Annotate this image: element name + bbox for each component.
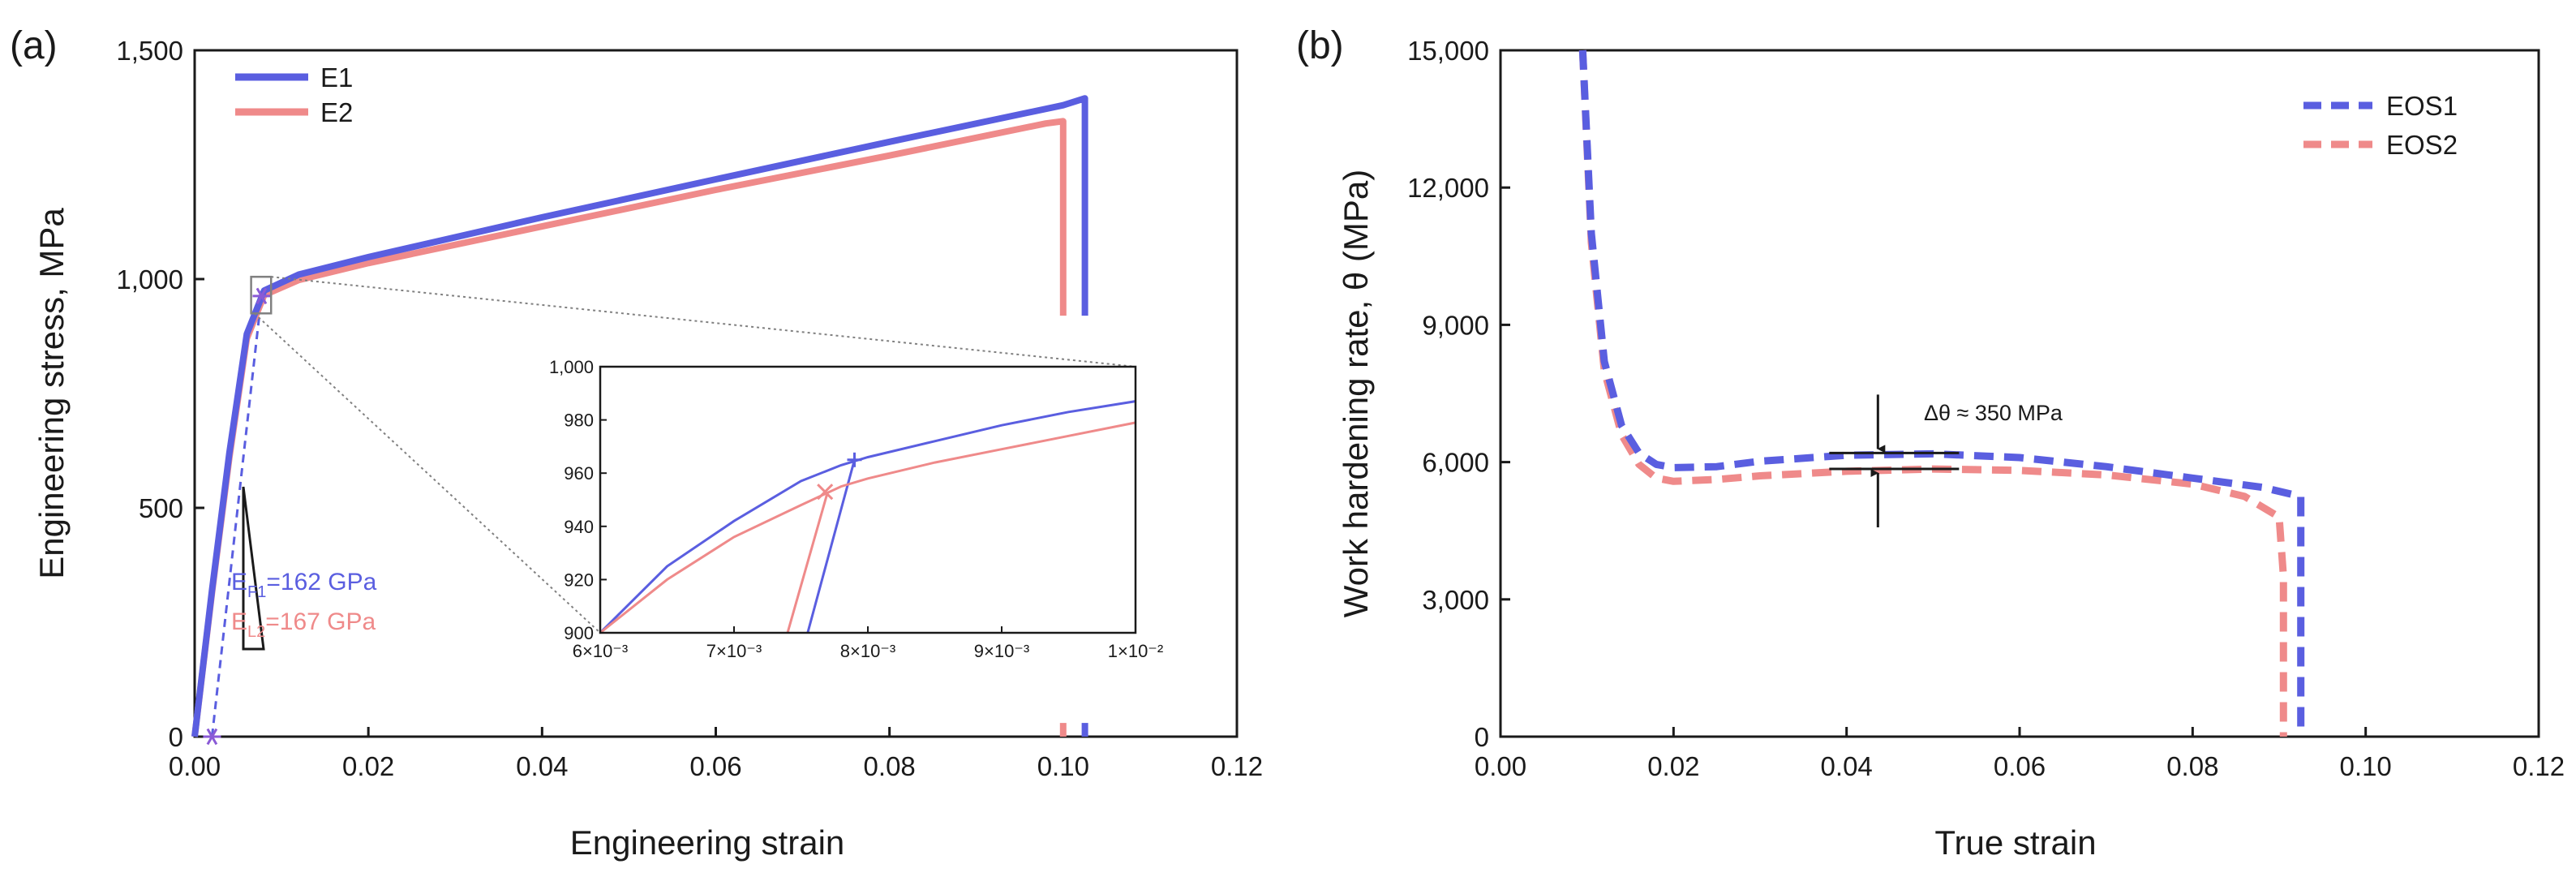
- panel-a-chart: (a) 0.00 0.02 0.04 0.06 0.08 0.10 0.12 0 500 1,0…: [10, 24, 1263, 862]
- panel-b-x-tick-label: 0.10: [2340, 751, 2392, 781]
- legend-label-e1: E1: [320, 62, 353, 92]
- panel-a-legend: E1 E2: [235, 62, 353, 127]
- inset-y-tick-label: 980: [564, 411, 594, 431]
- panel-b-series: [1578, 49, 2305, 737]
- panel-b-x-tick-label: 0.08: [2166, 751, 2218, 781]
- panel-a-y-tick-label: 1,500: [116, 36, 183, 66]
- panel-a-y-axis-title: Engineering stress, MPa: [32, 208, 71, 579]
- panel-a-x-tick-label: 0.06: [689, 751, 741, 781]
- modulus-slope-triangle: [242, 486, 265, 651]
- panel-a-x-axis-title: Engineering strain: [570, 823, 845, 862]
- panel-b-x-tick-label: 0.04: [1821, 751, 1873, 781]
- yield-point-marker-stroke: [255, 287, 268, 305]
- yield-point-marker: [252, 287, 271, 305]
- panel-b-y-tick-label: 12,000: [1407, 173, 1489, 203]
- modulus-e1-main: E: [231, 569, 247, 595]
- panel-a-x-tick-label: 0.10: [1037, 751, 1089, 781]
- inset-x-tick-label: 6×10⁻³: [573, 641, 629, 661]
- inset-y-tick-label: 1,000: [549, 357, 594, 377]
- modulus-e2-rest: =167 GPa: [265, 608, 376, 635]
- modulus-e1-rest: =162 GPa: [266, 569, 376, 595]
- panel-b-x-tick-label: 0.06: [1994, 751, 2046, 781]
- panel-b-y-tick-label: 9,000: [1422, 310, 1489, 340]
- inset-background: [600, 367, 1136, 633]
- panel-a-y-tick-label: 1,000: [116, 264, 183, 294]
- inset-y-tick-label: 960: [564, 463, 594, 484]
- panel-a-label: (a): [10, 24, 58, 67]
- panel-b-extras: [1829, 394, 1960, 528]
- panel-a-x-tick-label: 0.00: [169, 751, 221, 781]
- panel-b-y-ticks: 0 3,000 6,000 9,000 12,000 15,000: [1407, 36, 1510, 752]
- panel-b-x-tick-label: 0.00: [1475, 751, 1526, 781]
- inset-y-tick-label: 900: [564, 623, 594, 643]
- modulus-label-e2: EL2=167 GPa: [231, 608, 376, 641]
- zoom-region-box: [250, 275, 273, 315]
- modulus-label-e1: EF1=162 GPa: [231, 569, 377, 601]
- inset-elastic-line-e2: [786, 491, 829, 634]
- series-line-eos2: [1578, 49, 2287, 737]
- zoom-guide-line-top: [271, 276, 1136, 368]
- offset-origin-marker: [203, 728, 221, 746]
- legend-label-eos1: EOS1: [2386, 91, 2458, 121]
- offset-elastic-line: [210, 294, 263, 737]
- panel-b-x-tick-label: 0.12: [2513, 751, 2565, 781]
- modulus-e1-sub: F1: [247, 583, 266, 601]
- zoom-guide-line-bottom: [253, 312, 601, 634]
- panel-a-extras: [203, 275, 1136, 746]
- delta-theta-annotation: Δθ ≈ 350 MPa: [1924, 401, 2063, 425]
- panel-b-label: (b): [1296, 24, 1344, 67]
- modulus-e2-main: E: [231, 608, 247, 635]
- inset-y-tick-label: 940: [564, 517, 594, 537]
- panel-b-x-ticks: 0.00 0.02 0.04 0.06 0.08 0.10 0.12: [1475, 727, 2565, 781]
- panel-b-x-axis-title: True strain: [1934, 823, 2096, 862]
- inset-elastic-line-e1: [806, 459, 856, 634]
- panel-b-y-axis-title: Work hardening rate, θ (MPa): [1337, 170, 1375, 617]
- inset-series-line-e2: [599, 421, 1136, 634]
- panel-b-y-tick-label: 6,000: [1422, 448, 1489, 478]
- panel-a-y-tick-label: 0: [169, 722, 183, 752]
- panel-a-x-tick-label: 0.04: [516, 751, 568, 781]
- legend-label-eos2: EOS2: [2386, 130, 2458, 160]
- panel-a-series: [191, 95, 1088, 737]
- panel-a-x-tick-label: 0.08: [864, 751, 916, 781]
- panel-a-y-ticks: 0 500 1,000 1,500: [116, 36, 204, 752]
- legend-label-e2: E2: [320, 97, 353, 127]
- panel-a-inset: 6×10⁻³ 7×10⁻³ 8×10⁻³ 9×10⁻³ 1×10⁻² 900 920 940 9…: [549, 357, 1163, 661]
- panel-b-y-tick-label: 15,000: [1407, 36, 1489, 66]
- inset-marker-e2: [817, 484, 834, 501]
- panel-b-chart: (b) 0.00 0.02 0.04 0.06 0.08 0.10 0.12 0 3,000 6…: [1296, 24, 2565, 862]
- panel-b-legend: EOS1 EOS2: [2303, 91, 2458, 160]
- panel-a-x-ticks: 0.00 0.02 0.04 0.06 0.08 0.10 0.12: [169, 727, 1263, 781]
- panel-b-axes: [1499, 49, 2540, 738]
- panel-b-y-tick-label: 3,000: [1422, 585, 1489, 615]
- panel-b-x-tick-label: 0.02: [1647, 751, 1699, 781]
- inset-x-tick-label: 8×10⁻³: [840, 641, 896, 661]
- series-line-eos1: [1578, 49, 2305, 737]
- inset-x-tick-label: 1×10⁻²: [1108, 641, 1164, 661]
- inset-x-tick-label: 7×10⁻³: [706, 641, 762, 661]
- offset-origin-marker-stroke: [206, 728, 218, 746]
- panel-b-plot-frame: [1499, 49, 2540, 738]
- panel-a-x-tick-label: 0.02: [342, 751, 394, 781]
- modulus-e2-sub: L2: [247, 623, 265, 641]
- series-line-e1: [191, 95, 1088, 737]
- panel-b-y-tick-label: 0: [1475, 722, 1489, 752]
- panel-a-y-tick-label: 500: [139, 493, 183, 523]
- inset-y-tick-label: 920: [564, 570, 594, 590]
- panel-a-x-tick-label: 0.12: [1211, 751, 1263, 781]
- inset-x-tick-label: 9×10⁻³: [974, 641, 1030, 661]
